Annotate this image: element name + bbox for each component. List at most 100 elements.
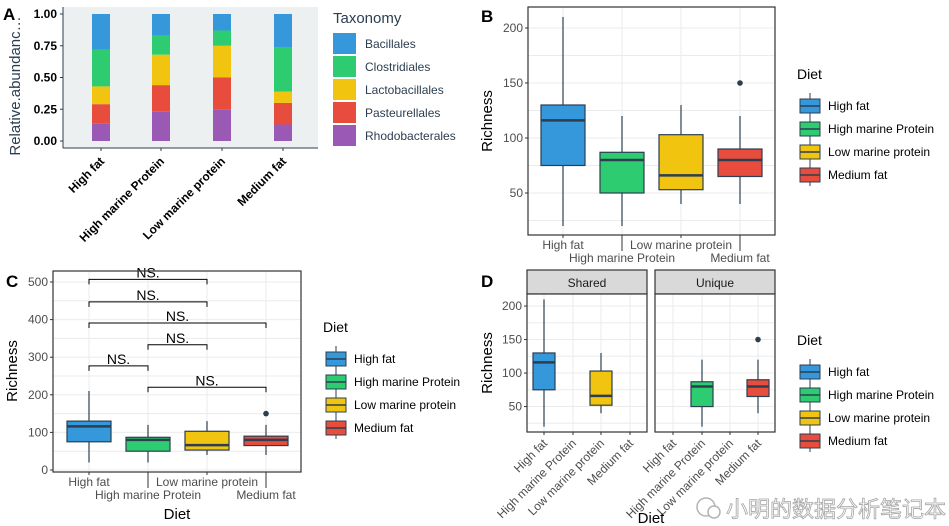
- legend-title: Taxonomy: [333, 10, 402, 27]
- significance-label: NS.: [166, 330, 189, 346]
- bar-segment-lactobacillales: [274, 91, 292, 103]
- y-tick-label: 1.00: [34, 7, 58, 21]
- y-axis-title: Richness: [479, 332, 496, 394]
- legend-label: Low marine protein: [354, 398, 456, 412]
- outlier-point: [737, 80, 743, 86]
- box-low-marine-protein: [184, 430, 230, 451]
- x-axis-title: Diet: [638, 510, 666, 526]
- x-tick-label: High marine Protein: [569, 251, 675, 265]
- legend-label: High fat: [828, 99, 870, 113]
- legend-key: [333, 125, 356, 146]
- x-axis-title: Diet: [164, 506, 192, 523]
- panel-label: A: [3, 5, 15, 24]
- y-tick-label: 150: [502, 333, 522, 347]
- y-tick-label: 0.50: [34, 71, 58, 85]
- bar-segment-pasteurellales: [152, 85, 170, 112]
- box-medium-fat: [746, 379, 770, 398]
- panel-label: C: [6, 272, 18, 291]
- significance-label: NS.: [136, 287, 159, 303]
- x-tick-label: Low marine protein: [630, 238, 732, 252]
- y-tick-label: 0.00: [34, 134, 58, 148]
- significance-label: NS.: [107, 351, 130, 367]
- y-axis-title: Richness: [479, 90, 496, 152]
- significance-bracket: [88, 322, 267, 328]
- y-tick-label: 200: [502, 299, 522, 313]
- panel-d: Shared High fat High marine Protein Low mar…: [479, 269, 934, 526]
- bar-segment-rhodobacterales: [213, 109, 231, 141]
- y-tick-label: 400: [28, 313, 48, 327]
- outlier-point: [755, 336, 761, 343]
- bar-segment-pasteurellales: [213, 77, 231, 110]
- box-high-fat: [540, 104, 586, 167]
- legend-title: Diet: [323, 319, 348, 335]
- box-low-marine-protein: [589, 370, 613, 406]
- panel-label: B: [481, 7, 493, 26]
- legend-label: Clostridiales: [365, 60, 430, 74]
- bar-segment-bacillales: [274, 14, 292, 48]
- y-tick-label: 50: [510, 186, 524, 200]
- legend-label: Low marine protein: [828, 145, 930, 159]
- y-tick-label: 300: [28, 350, 48, 364]
- bar-segment-rhodobacterales: [152, 111, 170, 141]
- box-high-marine-protein: [599, 151, 645, 194]
- legend-label: High marine Protein: [828, 388, 934, 402]
- x-tick-label: High fat: [542, 238, 584, 252]
- x-tick-label: Medium fat: [236, 488, 296, 502]
- significance-bracket: [88, 365, 149, 371]
- x-tick-label: Medium fat: [234, 154, 289, 209]
- x-tick-label: High fat: [66, 154, 107, 195]
- watermark: 小明的数据分析笔记本: [696, 497, 946, 522]
- y-tick-label: 500: [28, 275, 48, 289]
- significance-bracket: [147, 344, 208, 350]
- x-tick-label: Medium fat: [710, 251, 770, 265]
- legend-label: Bacillales: [365, 37, 416, 51]
- legend-label: Low marine protein: [828, 411, 930, 425]
- facet-strip: [654, 269, 776, 295]
- bar-segment-clostridiales: [92, 49, 110, 87]
- bar-segment-bacillales: [152, 14, 170, 36]
- legend-label: High fat: [354, 352, 396, 366]
- significance-label: NS.: [195, 372, 218, 388]
- significance-bracket: [88, 301, 208, 307]
- y-tick-label: 200: [503, 21, 523, 35]
- legend-label: Rhodobacterales: [365, 129, 456, 143]
- legend-label: High marine Protein: [354, 375, 460, 389]
- bar-segment-bacillales: [213, 14, 231, 31]
- y-tick-label: 100: [503, 131, 523, 145]
- y-tick-label: 0.25: [34, 102, 58, 116]
- y-tick-label: 0.75: [34, 39, 58, 53]
- bar-segment-lactobacillales: [152, 54, 170, 86]
- legend-label: Medium fat: [828, 168, 888, 182]
- panel-border: [527, 6, 776, 236]
- panel-border: [52, 270, 302, 473]
- y-tick-label: 150: [503, 76, 523, 90]
- y-tick-label: 50: [509, 400, 523, 414]
- panel-border: [654, 293, 776, 433]
- legend-label: Medium fat: [354, 421, 414, 435]
- bar-segment-clostridiales: [152, 35, 170, 55]
- y-tick-label: 100: [502, 366, 522, 380]
- watermark-text: 小明的数据分析笔记本: [726, 497, 946, 522]
- legend-label: Medium fat: [828, 434, 888, 448]
- legend-key: [333, 102, 356, 123]
- legend-title: Diet: [797, 332, 822, 348]
- legend-title: Diet: [797, 66, 822, 82]
- bar-segment-pasteurellales: [274, 102, 292, 125]
- bar-segment-lactobacillales: [92, 86, 110, 105]
- x-tick-label: High fat: [68, 475, 110, 489]
- legend-key: [333, 56, 356, 77]
- bar-segment-rhodobacterales: [274, 124, 292, 141]
- legend-label: High marine Protein: [828, 122, 934, 136]
- panel-border: [526, 293, 648, 433]
- outlier-point: [263, 410, 269, 417]
- wechat-logo-icon-small: [707, 505, 721, 519]
- box-high-marine-protein: [690, 381, 714, 408]
- legend-label: High fat: [828, 365, 870, 379]
- plot-background: [655, 294, 775, 432]
- y-axis-title: Relative.abundanc…: [7, 16, 24, 155]
- box-high-fat: [532, 352, 556, 391]
- x-tick-label: Low marine protein: [156, 475, 258, 489]
- bar-segment-bacillales: [92, 14, 110, 50]
